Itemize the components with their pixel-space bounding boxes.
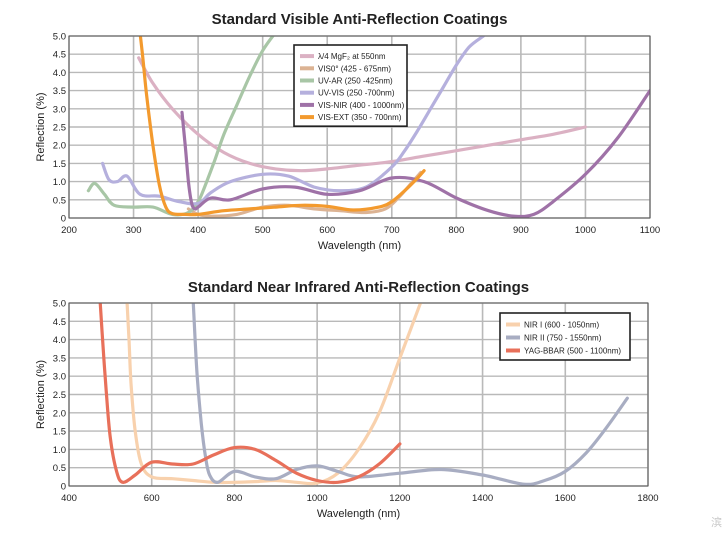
y-tick-label: 0.5 — [53, 463, 66, 474]
y-tick-label: 1.0 — [53, 177, 66, 188]
legend-label-4: VIS-NIR (400 - 1000nm) — [318, 101, 405, 110]
x-tick-label: 500 — [255, 225, 271, 236]
y-tick-label: 2.0 — [53, 408, 66, 419]
legend-label-0: λ/4 MgF₂ at 550nm — [318, 52, 386, 61]
y-tick-label: 4.5 — [53, 50, 66, 61]
y-tick-label: 5.0 — [53, 299, 66, 310]
x-tick-label: 600 — [144, 493, 160, 504]
x-tick-label: 200 — [61, 225, 77, 236]
nir-ar-chart: Standard Near Infrared Anti-Reflection C… — [35, 279, 659, 520]
legend-label-2: YAG-BBAR (500 - 1100nm) — [524, 347, 621, 356]
series-line-0 — [125, 303, 423, 486]
series-line-4 — [180, 89, 650, 218]
series-line-5 — [138, 36, 426, 217]
y-tick-label: 1.5 — [53, 427, 66, 438]
legend-label-1: NIR II (750 - 1550nm) — [524, 334, 602, 343]
legend-label-5: VIS-EXT (350 - 700nm) — [318, 113, 402, 122]
x-tick-label: 1000 — [307, 493, 328, 504]
x-tick-label: 300 — [126, 225, 142, 236]
y-tick-label: 2.5 — [53, 390, 66, 401]
x-tick-label: 1000 — [575, 225, 596, 236]
x-tick-label: 1600 — [555, 493, 576, 504]
legend-label-1: VIS0° (425 - 675nm) — [318, 64, 391, 73]
y-tick-label: 0.5 — [53, 195, 66, 206]
x-tick-label: 800 — [226, 493, 242, 504]
x-tick-label: 700 — [384, 225, 400, 236]
x-tick-label: 400 — [190, 225, 206, 236]
y-tick-label: 2.5 — [53, 123, 66, 134]
x-tick-label: 1800 — [637, 493, 658, 504]
series-line-3 — [101, 36, 485, 206]
series-group — [98, 303, 629, 486]
y-tick-label: 3.0 — [53, 372, 66, 383]
x-tick-label: 600 — [319, 225, 335, 236]
y-tick-label: 3.0 — [53, 104, 66, 115]
y-axis-label: Reflection (%) — [35, 360, 47, 429]
legend-box — [293, 44, 408, 127]
y-tick-label: 1.5 — [53, 159, 66, 170]
y-tick-label: 1.0 — [53, 445, 66, 456]
legend-label-2: UV-AR (250 -425nm) — [318, 77, 393, 86]
x-axis-label: Wavelength (nm) — [317, 508, 400, 520]
x-tick-label: 1100 — [640, 225, 660, 236]
legend-label-0: NIR I (600 - 1050nm) — [524, 321, 599, 330]
y-tick-label: 3.5 — [53, 86, 66, 97]
x-tick-label: 1200 — [389, 493, 410, 504]
plot-border — [68, 302, 649, 487]
plot-border — [68, 35, 651, 219]
y-tick-label: 0 — [61, 482, 66, 493]
x-tick-label: 400 — [61, 493, 77, 504]
chart-title: Standard Near Infrared Anti-Reflection C… — [188, 279, 529, 296]
series-line-0 — [137, 56, 587, 173]
y-tick-label: 4.0 — [53, 335, 66, 346]
y-tick-label: 5.0 — [53, 32, 66, 43]
legend-box — [499, 312, 631, 361]
y-tick-label: 0 — [61, 214, 66, 225]
series-line-2 — [98, 303, 402, 485]
y-tick-label: 3.5 — [53, 353, 66, 364]
x-tick-label: 900 — [513, 225, 529, 236]
series-group — [86, 36, 650, 218]
chart-title: Standard Visible Anti-Reflection Coating… — [212, 11, 508, 28]
y-tick-label: 4.0 — [53, 68, 66, 79]
x-tick-label: 1400 — [472, 493, 493, 504]
y-tick-label: 2.0 — [53, 141, 66, 152]
y-tick-label: 4.5 — [53, 317, 66, 328]
watermark: 滨 — [711, 516, 722, 529]
x-axis-label: Wavelength (nm) — [318, 240, 401, 252]
visible-ar-chart: Standard Visible Anti-Reflection Coating… — [35, 11, 660, 252]
series-line-1 — [191, 303, 629, 486]
y-axis-label: Reflection (%) — [35, 92, 47, 161]
x-tick-label: 800 — [448, 225, 464, 236]
legend-label-3: UV-VIS (250 -700nm) — [318, 89, 395, 98]
